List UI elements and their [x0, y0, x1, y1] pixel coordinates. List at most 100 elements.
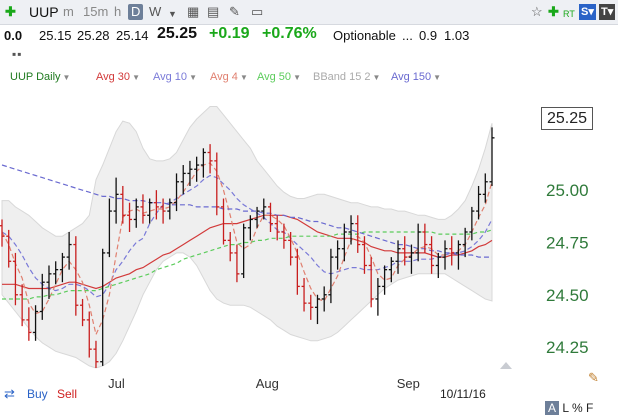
interval-15m[interactable]: 15m [83, 4, 109, 19]
ohlc-bar [442, 240, 448, 270]
ohlc-bar [254, 206, 260, 228]
swap-icon[interactable]: ⇄ [4, 386, 15, 401]
s-badge[interactable]: S▾ [579, 4, 596, 20]
ohlc-bar [247, 215, 253, 241]
chevron-down-icon: ▼ [433, 73, 442, 82]
price-bars [0, 127, 495, 368]
ohlc-bar [66, 232, 72, 270]
x-axis: Jul Aug Sep [108, 376, 420, 391]
t-badge[interactable]: T▾ [599, 4, 616, 20]
legend-avg50[interactable]: Avg 50 ▼ [257, 70, 301, 85]
quote-v1: 0.9 [419, 28, 438, 43]
ohlc-bar [395, 240, 401, 274]
ohlc-bar [86, 311, 92, 358]
ohlc-bar [147, 198, 153, 224]
legend-label: Avg 30 [96, 71, 131, 83]
ohlc-bar [6, 229, 12, 268]
ohlc-bar [73, 236, 79, 316]
t-badge-label: T [601, 6, 608, 18]
quote-more[interactable]: ... [402, 28, 413, 43]
interval-m[interactable]: m [63, 4, 74, 19]
ohlc-bar [194, 156, 200, 182]
bollinger-band [1, 106, 493, 369]
star-icon[interactable]: ☆ [531, 4, 543, 19]
more-dots[interactable]: ▪▪ [12, 47, 23, 61]
date-label: 10/11/16 [440, 387, 486, 401]
pencil-edit-icon[interactable]: ✎ [588, 370, 599, 385]
scale-a-button[interactable]: A [545, 401, 560, 415]
scroll-up-arrow[interactable] [500, 362, 512, 369]
ohlc-bar [415, 223, 421, 262]
x-tick-label: Jul [108, 376, 125, 391]
note-icon[interactable]: ▭ [251, 4, 264, 19]
legend-label: Avg 150 [391, 71, 432, 83]
ohlc-bar [368, 257, 374, 308]
ohlc-bar [355, 215, 361, 253]
ohlc-bar [288, 232, 294, 266]
ohlc-bar [100, 248, 106, 366]
ohlc-bar [429, 236, 435, 274]
legend-label: Avg 10 [153, 71, 188, 83]
dropdown-icon[interactable]: ▼ [168, 9, 177, 19]
scale-l-button[interactable]: L [562, 401, 569, 415]
ohlc-bar [12, 252, 18, 306]
legend-avg150[interactable]: Avg 150 ▼ [391, 70, 441, 85]
add-symbol-icon[interactable]: ✚ [5, 4, 16, 19]
ohlc-bar [160, 198, 166, 224]
ohlc-bar [388, 257, 394, 283]
add-icon[interactable]: ✚ [548, 4, 559, 19]
rt-badge[interactable]: RT [563, 9, 575, 19]
quote-change-abs: +0.19 [209, 25, 250, 42]
ohlc-bar [361, 236, 367, 274]
chevron-down-icon: ▼ [189, 73, 197, 82]
ohlc-bar [46, 265, 52, 299]
grid-icon[interactable]: ▦ [187, 4, 200, 19]
ohlc-bar [187, 160, 193, 186]
table-icon[interactable]: ▤ [207, 4, 220, 19]
ohlc-bar [314, 294, 320, 325]
ohlc-bar [59, 252, 65, 283]
legend-avg10[interactable]: Avg 10 ▼ [153, 70, 197, 85]
quote-high: 25.28 [77, 28, 110, 43]
ohlc-bar [335, 240, 341, 270]
ohlc-bar [241, 223, 247, 279]
legend-uup-daily[interactable]: UUP Daily ▼ [10, 70, 70, 85]
optionable-label: Optionable [333, 28, 396, 43]
legend-avg30[interactable]: Avg 30 ▼ [96, 70, 140, 85]
ohlc-bar [476, 185, 482, 220]
ohlc-bar [449, 236, 455, 266]
quote-last: 25.25 [157, 25, 198, 42]
ohlc-bar [308, 294, 314, 320]
y-tick-label: 24.50 [546, 286, 589, 305]
ohlc-bar [19, 284, 25, 327]
legend-bband[interactable]: BBand 15 2 ▼ [313, 70, 380, 85]
x-tick-label: Aug [256, 376, 279, 391]
scale-options: A L % F [545, 401, 593, 415]
series-avg-4 [1, 162, 493, 337]
ohlc-bar [321, 286, 327, 312]
ohlc-bar [261, 198, 267, 220]
ohlc-bar [153, 190, 159, 220]
buy-button[interactable]: Buy [27, 387, 48, 401]
ohlc-bar [167, 198, 173, 220]
quote-low: 25.14 [116, 28, 149, 43]
ohlc-bar [274, 215, 280, 241]
ohlc-bar [0, 219, 5, 247]
ohlc-bar [106, 198, 112, 258]
ohlc-bar [408, 244, 414, 274]
scale-pct-button[interactable]: % [571, 401, 583, 415]
pencil-icon[interactable]: ✎ [229, 4, 240, 19]
legend-label: Avg 4 [210, 71, 238, 83]
symbol-label[interactable]: UUP [29, 4, 59, 20]
ohlc-bar [267, 202, 273, 232]
legend-avg4[interactable]: Avg 4 ▼ [210, 70, 248, 85]
scale-f-button[interactable]: F [585, 401, 594, 415]
interval-w[interactable]: W [149, 4, 162, 19]
quote-change: 0.0 [4, 28, 23, 43]
ohlc-bar [221, 198, 227, 245]
interval-h[interactable]: h [114, 4, 122, 19]
interval-d[interactable]: D [128, 4, 144, 20]
sell-button[interactable]: Sell [57, 387, 78, 401]
ohlc-bar [294, 248, 300, 295]
